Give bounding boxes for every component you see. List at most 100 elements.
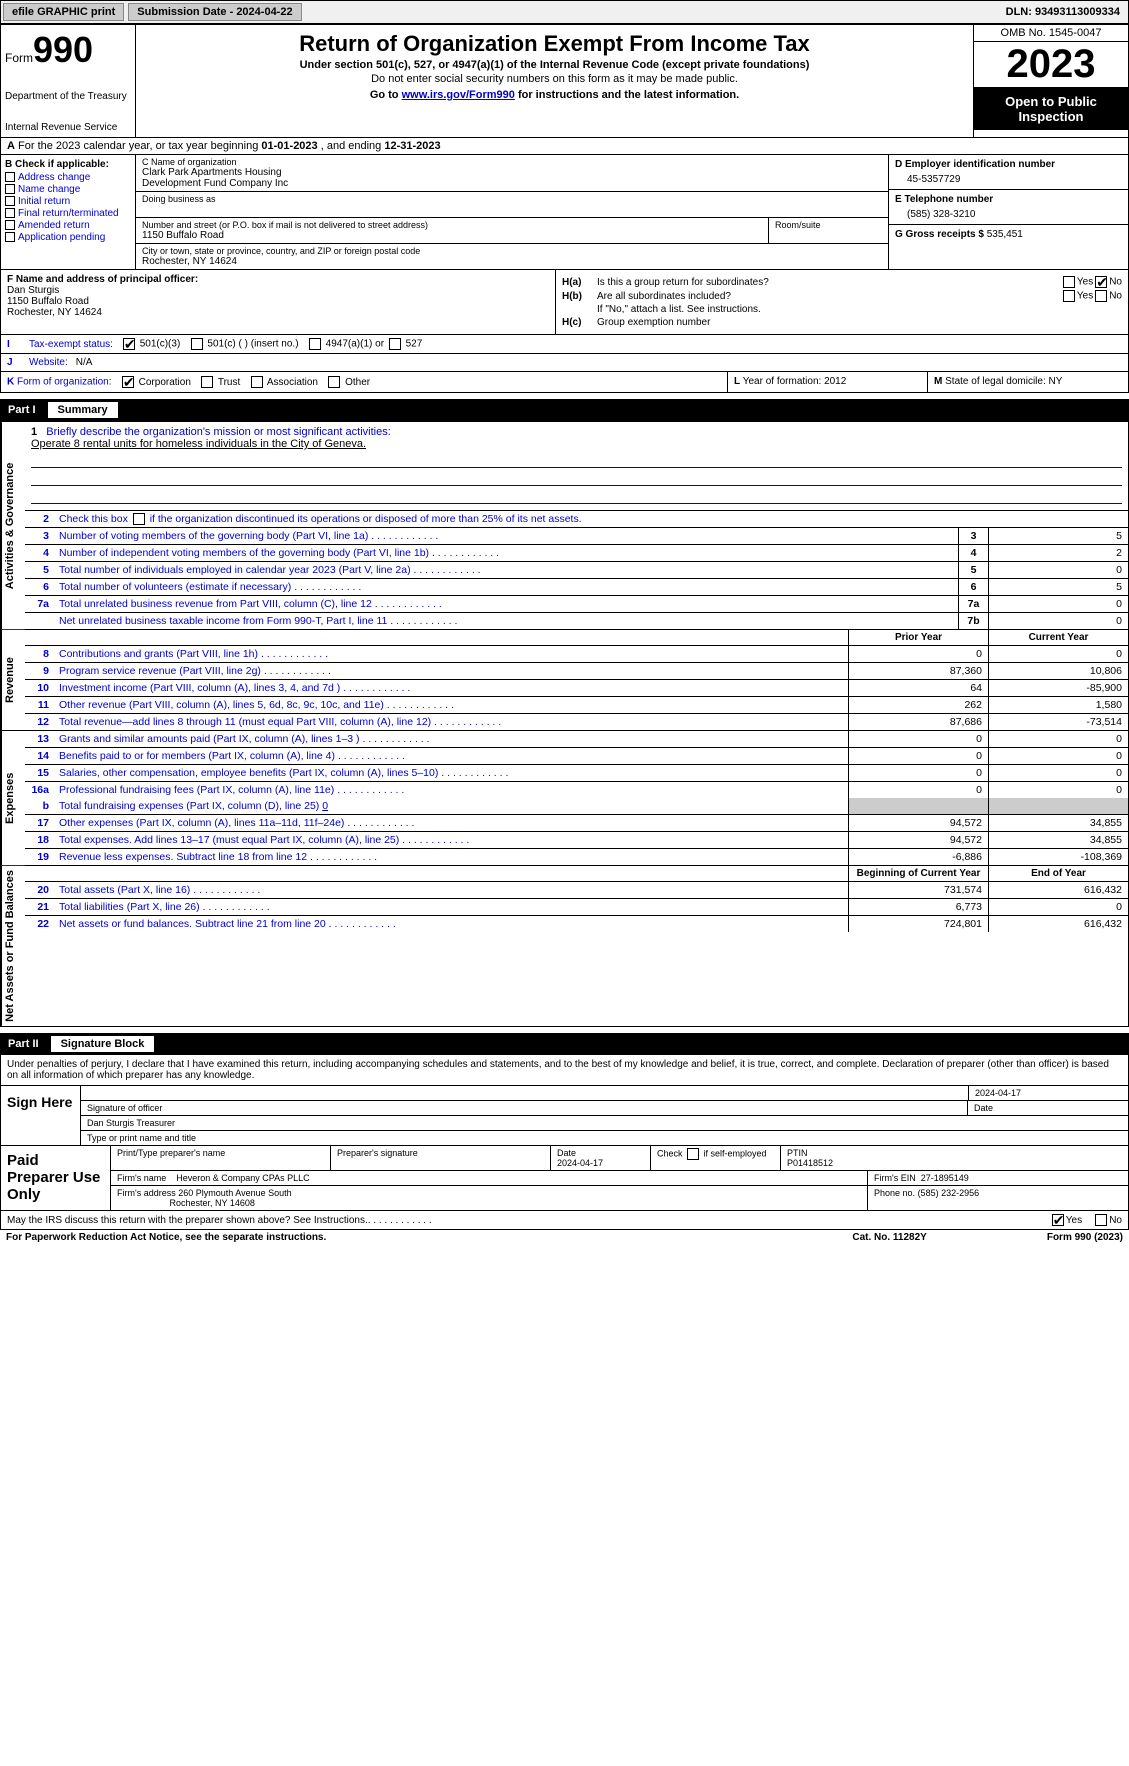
sig-date-label: Date bbox=[968, 1101, 1128, 1115]
form-subtitle-1: Under section 501(c), 527, or 4947(a)(1)… bbox=[144, 59, 965, 71]
sign-date-value: 2024-04-17 bbox=[968, 1086, 1128, 1100]
net-row-21: 21 Total liabilities (Part X, line 26) 6… bbox=[25, 899, 1128, 916]
discuss-no[interactable]: No bbox=[1093, 1215, 1122, 1226]
ha-no[interactable]: No bbox=[1093, 276, 1122, 288]
part2-header: Part II Signature Block bbox=[0, 1033, 1129, 1055]
gross-label: G Gross receipts $ bbox=[895, 229, 987, 240]
chk-trust[interactable]: Trust bbox=[199, 377, 240, 388]
chk-address-change[interactable]: Address change bbox=[5, 172, 131, 183]
net-row-22: 22 Net assets or fund balances. Subtract… bbox=[25, 916, 1128, 932]
part1-revenue: Revenue Prior Year Current Year 8 Contri… bbox=[0, 630, 1129, 731]
phone-cell: E Telephone number (585) 328-3210 bbox=[889, 190, 1128, 225]
city-value: Rochester, NY 14624 bbox=[142, 256, 882, 267]
prep-selfemployed[interactable]: Check if self-employed bbox=[651, 1146, 781, 1170]
rev-row-9: 9 Program service revenue (Part VIII, li… bbox=[25, 663, 1128, 680]
tax-year-end: 12-31-2023 bbox=[384, 140, 440, 152]
chk-application-pending[interactable]: Application pending bbox=[5, 232, 131, 243]
part2-number: Part II bbox=[8, 1038, 47, 1050]
j-text: Website: bbox=[29, 357, 68, 368]
section-c: C Name of organization Clark Park Apartm… bbox=[136, 155, 888, 269]
chk-501c[interactable]: 501(c) ( ) (insert no.) bbox=[189, 338, 299, 350]
street-value: 1150 Buffalo Road bbox=[142, 230, 762, 241]
hc-label: H(c) bbox=[562, 317, 597, 328]
col-begin-year: Beginning of Current Year bbox=[848, 866, 988, 881]
exp-row-15: 15 Salaries, other compensation, employe… bbox=[25, 765, 1128, 782]
ha-yes[interactable]: Yes bbox=[1061, 276, 1093, 288]
city-cell: City or town, state or province, country… bbox=[136, 244, 888, 269]
dln-label: DLN: 93493113009334 bbox=[1006, 6, 1128, 18]
l-text: Year of formation: bbox=[743, 376, 824, 387]
hb-yes[interactable]: Yes bbox=[1061, 290, 1093, 302]
prep-date-cell: Date2024-04-17 bbox=[551, 1146, 651, 1170]
org-name-cell: C Name of organization Clark Park Apartm… bbox=[136, 155, 888, 191]
chk-amended-return[interactable]: Amended return bbox=[5, 220, 131, 231]
part2-title: Signature Block bbox=[51, 1036, 155, 1052]
chk-other[interactable]: Other bbox=[326, 377, 370, 388]
exp-row-18: 18 Total expenses. Add lines 13–17 (must… bbox=[25, 832, 1128, 849]
efile-print-button[interactable]: efile GRAPHIC print bbox=[3, 3, 124, 21]
k-text: Form of organization: bbox=[17, 377, 112, 388]
chk-corporation[interactable]: Corporation bbox=[120, 377, 191, 388]
line1-label: Briefly describe the organization's miss… bbox=[46, 426, 390, 438]
section-j: J Website: N/A bbox=[1, 354, 1128, 371]
officer-name: Dan Sturgis bbox=[7, 285, 59, 296]
section-b: B Check if applicable: Address change Na… bbox=[1, 155, 136, 269]
part1-number: Part I bbox=[8, 404, 44, 416]
phone-label: E Telephone number bbox=[895, 194, 1122, 205]
form-ref: Form 990 (2023) bbox=[1047, 1232, 1123, 1243]
exp-row-13: 13 Grants and similar amounts paid (Part… bbox=[25, 731, 1128, 748]
section-l: L Year of formation: 2012 bbox=[728, 372, 928, 392]
klm-row: K Form of organization: Corporation Trus… bbox=[0, 372, 1129, 393]
chk-final-return[interactable]: Final return/terminated bbox=[5, 208, 131, 219]
gov-row-6: 6 Total number of volunteers (estimate i… bbox=[25, 579, 1128, 596]
prep-sig-label: Preparer's signature bbox=[331, 1146, 551, 1170]
col-prior-year: Prior Year bbox=[848, 630, 988, 645]
section-f: F Name and address of principal officer:… bbox=[1, 270, 556, 334]
hb-label: H(b) bbox=[562, 291, 597, 302]
exp-row-19: 19 Revenue less expenses. Subtract line … bbox=[25, 849, 1128, 865]
rev-row-11: 11 Other revenue (Part VIII, column (A),… bbox=[25, 697, 1128, 714]
chk-initial-return[interactable]: Initial return bbox=[5, 196, 131, 207]
part1-header: Part I Summary bbox=[0, 399, 1129, 421]
col-end-year: End of Year bbox=[988, 866, 1128, 881]
section-f-label: F Name and address of principal officer: bbox=[7, 274, 198, 285]
k-label: K bbox=[7, 377, 14, 388]
fh-block: F Name and address of principal officer:… bbox=[0, 270, 1129, 335]
discuss-yes[interactable]: Yes bbox=[1050, 1215, 1082, 1226]
chk-527[interactable]: 527 bbox=[387, 338, 422, 350]
vtab-netassets: Net Assets or Fund Balances bbox=[1, 866, 25, 1026]
ha-text: Is this a group return for subordinates? bbox=[597, 277, 1061, 288]
part1-body: Activities & Governance 1 Briefly descri… bbox=[0, 421, 1129, 630]
l-value: 2012 bbox=[824, 376, 846, 387]
irs-link[interactable]: www.irs.gov/Form990 bbox=[402, 89, 515, 101]
line-16b: b Total fundraising expenses (Part IX, c… bbox=[25, 798, 1128, 815]
form-990-number: 990 bbox=[33, 29, 93, 70]
type-name-label: Type or print name and title bbox=[81, 1131, 1128, 1145]
officer-city: Rochester, NY 14624 bbox=[7, 307, 102, 318]
gov-row-7b: Net unrelated business taxable income fr… bbox=[25, 613, 1128, 629]
vtab-expenses: Expenses bbox=[1, 731, 25, 865]
mission-text: Operate 8 rental units for homeless indi… bbox=[31, 438, 366, 450]
hc-text: Group exemption number bbox=[597, 317, 1122, 328]
chk-501c3[interactable]: 501(c)(3) bbox=[121, 338, 180, 350]
paid-preparer-label: Paid Preparer Use Only bbox=[1, 1146, 111, 1210]
chk-4947[interactable]: 4947(a)(1) or bbox=[307, 338, 384, 350]
gov-row-5: 5 Total number of individuals employed i… bbox=[25, 562, 1128, 579]
hb-note: If "No," attach a list. See instructions… bbox=[597, 304, 1122, 315]
tax-year-begin: 01-01-2023 bbox=[261, 140, 317, 152]
submission-date-label: Submission Date - 2024-04-22 bbox=[128, 3, 301, 21]
chk-name-change[interactable]: Name change bbox=[5, 184, 131, 195]
sign-here-label: Sign Here bbox=[1, 1086, 81, 1145]
col-current-year: Current Year bbox=[988, 630, 1128, 645]
street-label: Number and street (or P.O. box if mail i… bbox=[142, 220, 762, 230]
part1-governance-content: 1 Briefly describe the organization's mi… bbox=[25, 422, 1128, 629]
chk-discontinued[interactable] bbox=[133, 513, 145, 525]
part1-netassets: Net Assets or Fund Balances Beginning of… bbox=[0, 866, 1129, 1027]
gov-row-4: 4 Number of independent voting members o… bbox=[25, 545, 1128, 562]
hb-no[interactable]: No bbox=[1093, 290, 1122, 302]
vtab-governance: Activities & Governance bbox=[1, 422, 25, 629]
irs-label: Internal Revenue Service bbox=[5, 122, 131, 133]
paperwork-notice: For Paperwork Reduction Act Notice, see … bbox=[6, 1232, 852, 1243]
street-cell: Number and street (or P.O. box if mail i… bbox=[136, 218, 768, 243]
chk-association[interactable]: Association bbox=[249, 377, 318, 388]
